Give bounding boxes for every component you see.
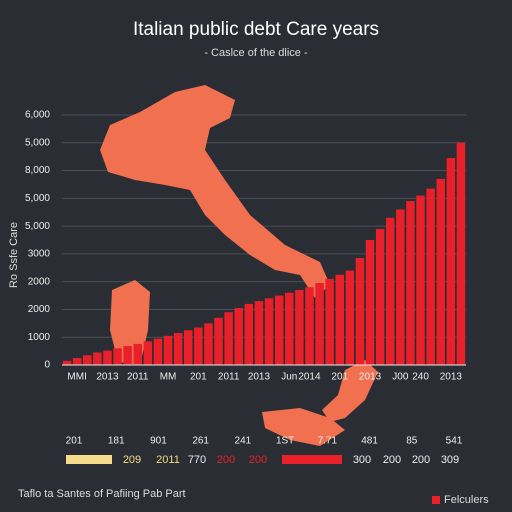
x-tick-label: MMI (67, 372, 86, 383)
chart-subtitle: - Caslce of the dlice - (204, 47, 308, 59)
footer-cell: 209 (123, 454, 141, 466)
bar (194, 327, 203, 365)
footer-cell: 1ST (276, 436, 294, 447)
footer-cell: 200 (412, 454, 430, 466)
bar (184, 330, 193, 365)
bar (113, 348, 122, 365)
bar (335, 274, 344, 365)
bar (325, 278, 334, 365)
y-tick-label: 8,000 (25, 165, 50, 176)
bar (396, 209, 405, 365)
bar (214, 317, 223, 365)
x-tick-label: 2011 (127, 372, 149, 383)
y-tick-label: 1000 (28, 332, 51, 343)
bar (456, 142, 466, 365)
footer-cell: 481 (361, 436, 378, 447)
footer-swatch (282, 455, 342, 464)
footer-cell: 541 (446, 436, 463, 447)
bar (446, 158, 456, 365)
legend-label: Felculers (444, 494, 489, 506)
x-tick-label: 2013 (440, 372, 463, 383)
x-tick-label: MM (160, 372, 177, 383)
footer-swatch (66, 455, 112, 464)
y-tick-label: 2000 (28, 276, 51, 287)
bar (204, 323, 213, 365)
bar (264, 298, 274, 365)
x-tick-label: J00 (392, 372, 409, 383)
bar (143, 341, 153, 365)
bar (386, 217, 395, 365)
y-tick-label: 3000 (28, 249, 51, 260)
bar (133, 343, 142, 365)
bar (254, 301, 264, 365)
y-tick-label: 5,000 (25, 193, 50, 204)
y-tick-label: 6,000 (25, 110, 50, 121)
footer-cell: 309 (441, 454, 459, 466)
bar (163, 335, 173, 365)
y-tick-label: 5,000 (25, 137, 50, 148)
y-tick-label: 2000 (28, 304, 51, 315)
map-shape (110, 280, 150, 365)
footer-cell: 2011 (156, 454, 180, 466)
map-shape (262, 408, 345, 446)
bar (305, 287, 314, 365)
map-shape (322, 360, 378, 422)
footer-cell: 200 (249, 454, 267, 466)
footer-cell: 200 (383, 454, 401, 466)
bar (224, 312, 233, 365)
bar (436, 178, 445, 365)
footer-cell: 261 (192, 436, 209, 447)
bar (72, 358, 82, 365)
x-tick-label: Jun (281, 372, 297, 383)
legend-swatch (432, 496, 440, 504)
y-tick-label: 0 (44, 360, 50, 371)
bar (375, 228, 385, 365)
bar (234, 308, 243, 365)
x-tick-label: 2013 (359, 372, 382, 383)
footer-cell: 181 (108, 436, 125, 447)
bar (426, 188, 435, 365)
bar (123, 346, 132, 365)
bar (345, 270, 355, 365)
bar (83, 355, 92, 365)
x-tick-label: 240 (412, 372, 429, 383)
bar (365, 240, 375, 365)
bar (355, 258, 365, 365)
footer-cell: 300 (353, 454, 371, 466)
bar (295, 290, 304, 365)
bar (153, 338, 163, 365)
x-tick-label: 2011 (218, 372, 240, 383)
footer-cell: 201 (66, 436, 83, 447)
x-tick-label: 2013 (96, 372, 119, 383)
bar (173, 333, 183, 365)
y-axis-label: Ro Ssfe Care (8, 222, 20, 288)
y-tick-label: 5,000 (25, 221, 50, 232)
footer-cell: 241 (235, 436, 252, 447)
bar (62, 360, 72, 365)
footer-cell: 85 (406, 436, 418, 447)
x-tick-label: 2014 (298, 372, 321, 383)
bar (274, 295, 284, 365)
bar (93, 352, 102, 365)
chart-title: Italian public debt Care years (133, 19, 379, 40)
bar (103, 350, 112, 365)
source-note: Taflo ta Santes of Pafiing Pab Part (18, 488, 186, 500)
bar (244, 303, 254, 365)
bar (416, 195, 425, 365)
bar (315, 283, 324, 365)
footer-cell: 901 (150, 436, 167, 447)
footer-cell: 200 (217, 454, 235, 466)
bar (406, 201, 415, 365)
footer-cell: 770 (188, 454, 206, 466)
x-tick-label: 201 (190, 372, 207, 383)
map-shape (100, 85, 330, 298)
x-tick-label: 201 (331, 372, 348, 383)
footer-cell: 7.71 (318, 436, 338, 447)
x-tick-label: 2013 (248, 372, 271, 383)
bar (285, 292, 294, 365)
